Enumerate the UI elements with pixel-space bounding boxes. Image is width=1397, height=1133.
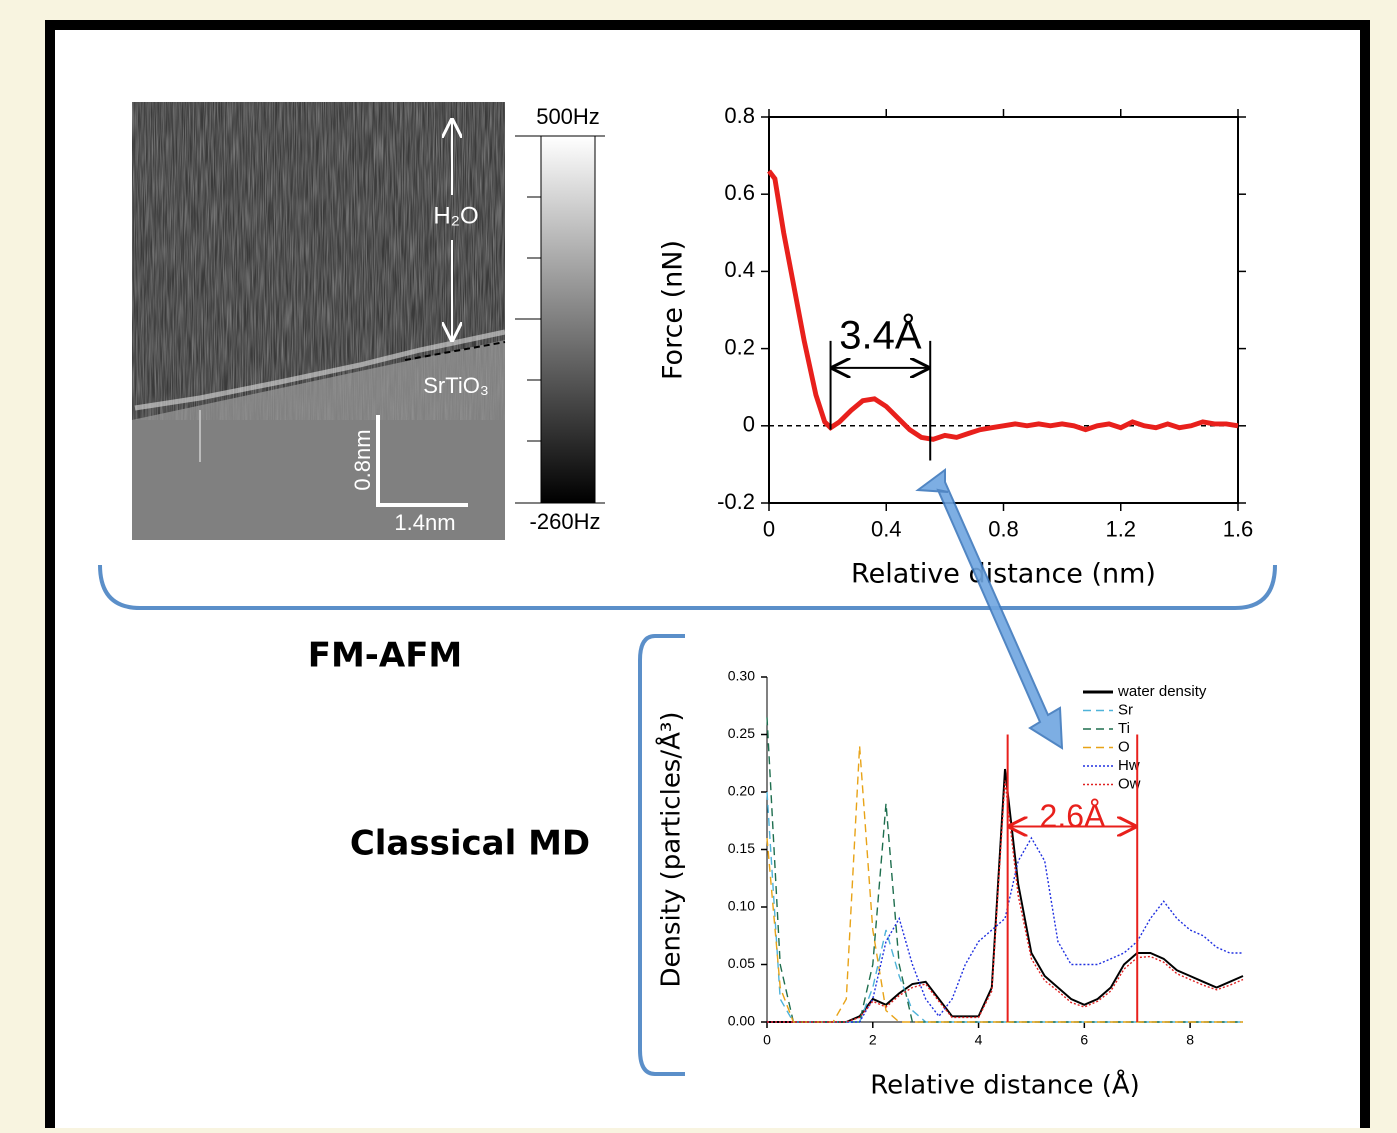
y-tick-label: 0.4 [724,257,755,282]
x-tick-label: 6 [1080,1031,1088,1047]
y-tick-label: 0.2 [724,334,755,359]
series-line [766,745,1243,1023]
legend-label: water density [1117,683,1207,700]
series-line [767,780,1244,1023]
section-label: FM-AFM [308,636,463,676]
annotation-label: 2.6Å [1040,798,1106,834]
x-axis-label: Relative distance (Å) [870,1069,1140,1101]
surface-label: SrTiO₃ [423,373,489,398]
x-axis-label: Relative distance (nm) [851,559,1156,590]
link-arrow [915,468,1064,750]
series-line [767,836,1243,1023]
y-tick-label: 0.6 [724,180,755,205]
colorbar: 500Hz -260Hz [515,104,605,534]
legend-label: Ow [1118,775,1141,792]
x-tick-label: 8 [1186,1031,1194,1047]
y-axis-label: Force (nN) [658,240,689,380]
section-label: Classical MD [350,824,590,864]
y-tick-label: 0.30 [728,668,755,684]
colorbar-max: 500Hz [536,104,600,129]
y-tick-label: 0 [743,412,755,437]
afm-image: H₂O SrTiO₃ 0.8nm 1.4nm [132,102,506,540]
y-tick-label: 0.05 [728,955,755,971]
x-tick-label: 1.2 [1105,517,1136,542]
y-tick-label: 0.15 [728,840,755,856]
x-tick-label: 0.4 [871,517,902,542]
colorbar-min: -260Hz [530,509,601,534]
bracket [98,564,1277,610]
annotation-label: 3.4Å [839,312,922,357]
x-tick-label: 0.8 [988,517,1019,542]
y-tick-label: 0.8 [724,103,755,128]
series-line [766,791,1243,1023]
y-tick-label: 0.20 [728,783,755,799]
y-tick-label: 0.25 [728,725,755,741]
y-axis-label: Density (particles/Å³) [655,712,687,988]
x-tick-label: 1.6 [1223,517,1254,542]
legend-label: Sr [1118,701,1133,718]
legend-label: Hw [1118,757,1140,774]
bracket [638,634,685,1076]
y-tick-label: 0.10 [728,898,755,914]
x-tick-label: 4 [975,1031,983,1047]
y-tick-label: 0.00 [728,1013,755,1029]
x-tick-label: 0 [763,517,775,542]
legend-label: O [1118,738,1130,755]
y-tick-label: -0.2 [717,489,755,514]
scale-horizontal: 1.4nm [394,510,455,535]
x-tick-label: 0 [763,1031,771,1047]
x-tick-label: 2 [869,1031,877,1047]
scale-vertical: 0.8nm [350,429,375,490]
legend-label: Ti [1118,720,1130,737]
water-label: H₂O [433,202,478,229]
